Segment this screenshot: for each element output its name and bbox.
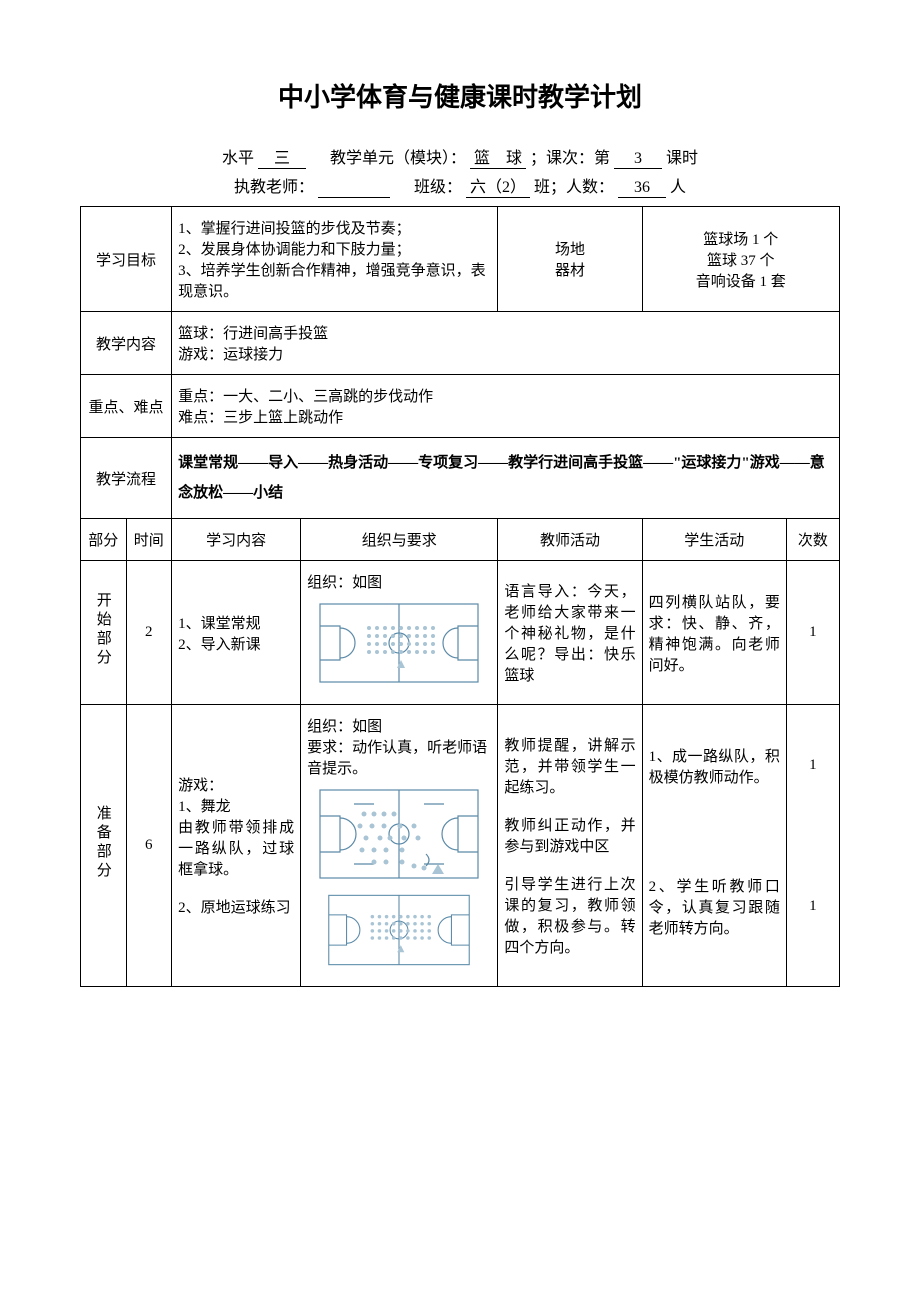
lesson-plan-table: 学习目标 1、掌握行进间投篮的步伐及节奏； 2、发展身体协调能力和下肢力量； 3… bbox=[80, 206, 840, 987]
class-suffix: 班；人数： bbox=[534, 179, 614, 196]
teacher-label: 执教老师： bbox=[234, 179, 314, 196]
court-diagram-2-icon bbox=[314, 784, 484, 884]
r2-learn: 游戏： 1、舞龙 由教师带领排成一路纵队，过球框拿球。 2、原地运球练习 bbox=[172, 705, 301, 987]
teacher-value bbox=[318, 173, 390, 198]
content-label: 教学内容 bbox=[81, 312, 172, 375]
class-value: 六（2） bbox=[466, 173, 530, 198]
r1-org: 组织：如图 bbox=[301, 561, 498, 705]
r2-count2: 1 bbox=[786, 826, 839, 987]
hdr-count: 次数 bbox=[786, 519, 839, 561]
count-value: 36 bbox=[618, 179, 666, 198]
r2-org-pre: 组织：如图 要求：动作认真，听老师语音提示。 bbox=[307, 715, 491, 778]
court-diagram-1-icon bbox=[314, 598, 484, 688]
flow-text: 课堂常规——导入——热身活动——专项复习——教学行进间高手投篮——"运球接力"游… bbox=[172, 438, 840, 519]
count-suffix: 人 bbox=[670, 179, 686, 196]
r2-teacher: 教师提醒，讲解示范，并带领学生一起练习。 教师纠正动作，并参与到游戏中区 引导学… bbox=[498, 705, 642, 987]
r1-student: 四列横队站队，要求：快、静、齐，精神饱满。向老师问好。 bbox=[642, 561, 786, 705]
r2-student1: 1、成一路纵队，积极模仿教师动作。 bbox=[642, 705, 786, 826]
r1-section: 开始部分 bbox=[81, 561, 127, 705]
hdr-org: 组织与要求 bbox=[301, 519, 498, 561]
r2-time: 6 bbox=[126, 705, 172, 987]
hdr-section: 部分 bbox=[81, 519, 127, 561]
hdr-time: 时间 bbox=[126, 519, 172, 561]
level-value: 三 bbox=[258, 144, 306, 169]
court-diagram-3-icon bbox=[314, 890, 484, 970]
meta-line-2: 执教老师： 班级： 六（2） 班；人数： 36 人 bbox=[80, 173, 840, 198]
flow-label: 教学流程 bbox=[81, 438, 172, 519]
class-label: 班级： bbox=[414, 179, 462, 196]
r1-learn: 1、课堂常规 2、导入新课 bbox=[172, 561, 301, 705]
venue-label: 场地 器材 bbox=[498, 207, 642, 312]
venue-text: 篮球场 1 个 篮球 37 个 音响设备 1 套 bbox=[642, 207, 839, 312]
hdr-learn: 学习内容 bbox=[172, 519, 301, 561]
r2-section: 准备部分 bbox=[81, 705, 127, 987]
content-text: 篮球：行进间高手投篮 游戏：运球接力 bbox=[172, 312, 840, 375]
level-label: 水平 bbox=[222, 150, 254, 167]
lesson-label: ；课次：第 bbox=[530, 150, 610, 167]
r2-org: 组织：如图 要求：动作认真，听老师语音提示。 bbox=[301, 705, 498, 987]
r1-time: 2 bbox=[126, 561, 172, 705]
unit-value: 篮 球 bbox=[470, 144, 526, 169]
meta-line-1: 水平 三 教学单元（模块）： 篮 球 ；课次：第 3 课时 bbox=[80, 144, 840, 169]
unit-label: 教学单元（模块）： bbox=[330, 150, 466, 167]
hdr-student: 学生活动 bbox=[642, 519, 786, 561]
r1-teacher: 语言导入：今天，老师给大家带来一个神秘礼物，是什么呢？导出：快乐篮球 bbox=[498, 561, 642, 705]
keypoint-text: 重点：一大、二小、三高跳的步伐动作 难点：三步上篮上跳动作 bbox=[172, 375, 840, 438]
r2-count1: 1 bbox=[786, 705, 839, 826]
keypoint-label: 重点、难点 bbox=[81, 375, 172, 438]
page-title: 中小学体育与健康课时教学计划 bbox=[80, 77, 840, 114]
lesson-value: 3 bbox=[614, 150, 662, 169]
lesson-suffix: 课时 bbox=[666, 150, 698, 167]
r1-count: 1 bbox=[786, 561, 839, 705]
hdr-teacher: 教师活动 bbox=[498, 519, 642, 561]
goal-label: 学习目标 bbox=[81, 207, 172, 312]
r1-org-pre: 组织：如图 bbox=[307, 571, 491, 592]
r2-student2: 2、学生听教师口令，认真复习跟随老师转方向。 bbox=[642, 826, 786, 987]
goal-text: 1、掌握行进间投篮的步伐及节奏； 2、发展身体协调能力和下肢力量； 3、培养学生… bbox=[172, 207, 498, 312]
